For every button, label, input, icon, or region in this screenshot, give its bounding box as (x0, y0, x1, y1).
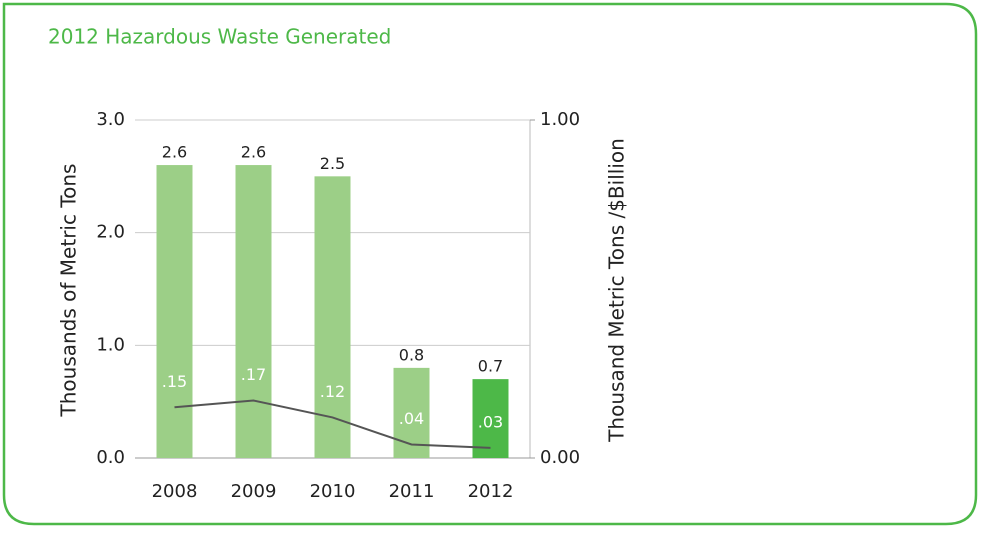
line-value-label: .17 (241, 365, 266, 384)
bar-value-label: 2.6 (162, 143, 187, 162)
y2-tick-label: 0.00 (540, 447, 580, 468)
bar (393, 367, 430, 458)
bar-value-label: 0.7 (478, 357, 503, 376)
y-tick-label: 0.0 (96, 447, 125, 468)
line-value-label: .04 (399, 409, 424, 428)
line-value-label: .03 (478, 412, 503, 431)
x-tick-label: 2010 (310, 481, 356, 502)
y2-tick-label: 1.00 (540, 109, 580, 130)
line-value-label: .12 (320, 382, 345, 401)
x-tick-label: 2012 (468, 481, 514, 502)
y-tick-label: 2.0 (96, 222, 125, 243)
x-tick-label: 2009 (231, 481, 277, 502)
bar-value-label: 2.6 (241, 143, 266, 162)
bar (472, 379, 509, 458)
y-axis-label: Thousands of Metric Tons (57, 164, 81, 418)
line-value-label: .15 (162, 372, 187, 391)
chart-title: 2012 Hazardous Waste Generated (48, 25, 391, 49)
x-tick-label: 2008 (152, 481, 198, 502)
bar (156, 165, 193, 459)
bar-value-label: 2.5 (320, 154, 345, 173)
x-tick-label: 2011 (389, 481, 435, 502)
y-tick-label: 1.0 (96, 334, 125, 355)
bar-value-label: 0.8 (399, 345, 424, 364)
y-tick-label: 3.0 (96, 109, 125, 130)
line (174, 399, 491, 449)
frame (2, 2, 978, 526)
y2-axis-label: Thousand Metric Tons /$Billion (605, 138, 629, 443)
bar (314, 176, 351, 459)
bar (235, 165, 272, 459)
